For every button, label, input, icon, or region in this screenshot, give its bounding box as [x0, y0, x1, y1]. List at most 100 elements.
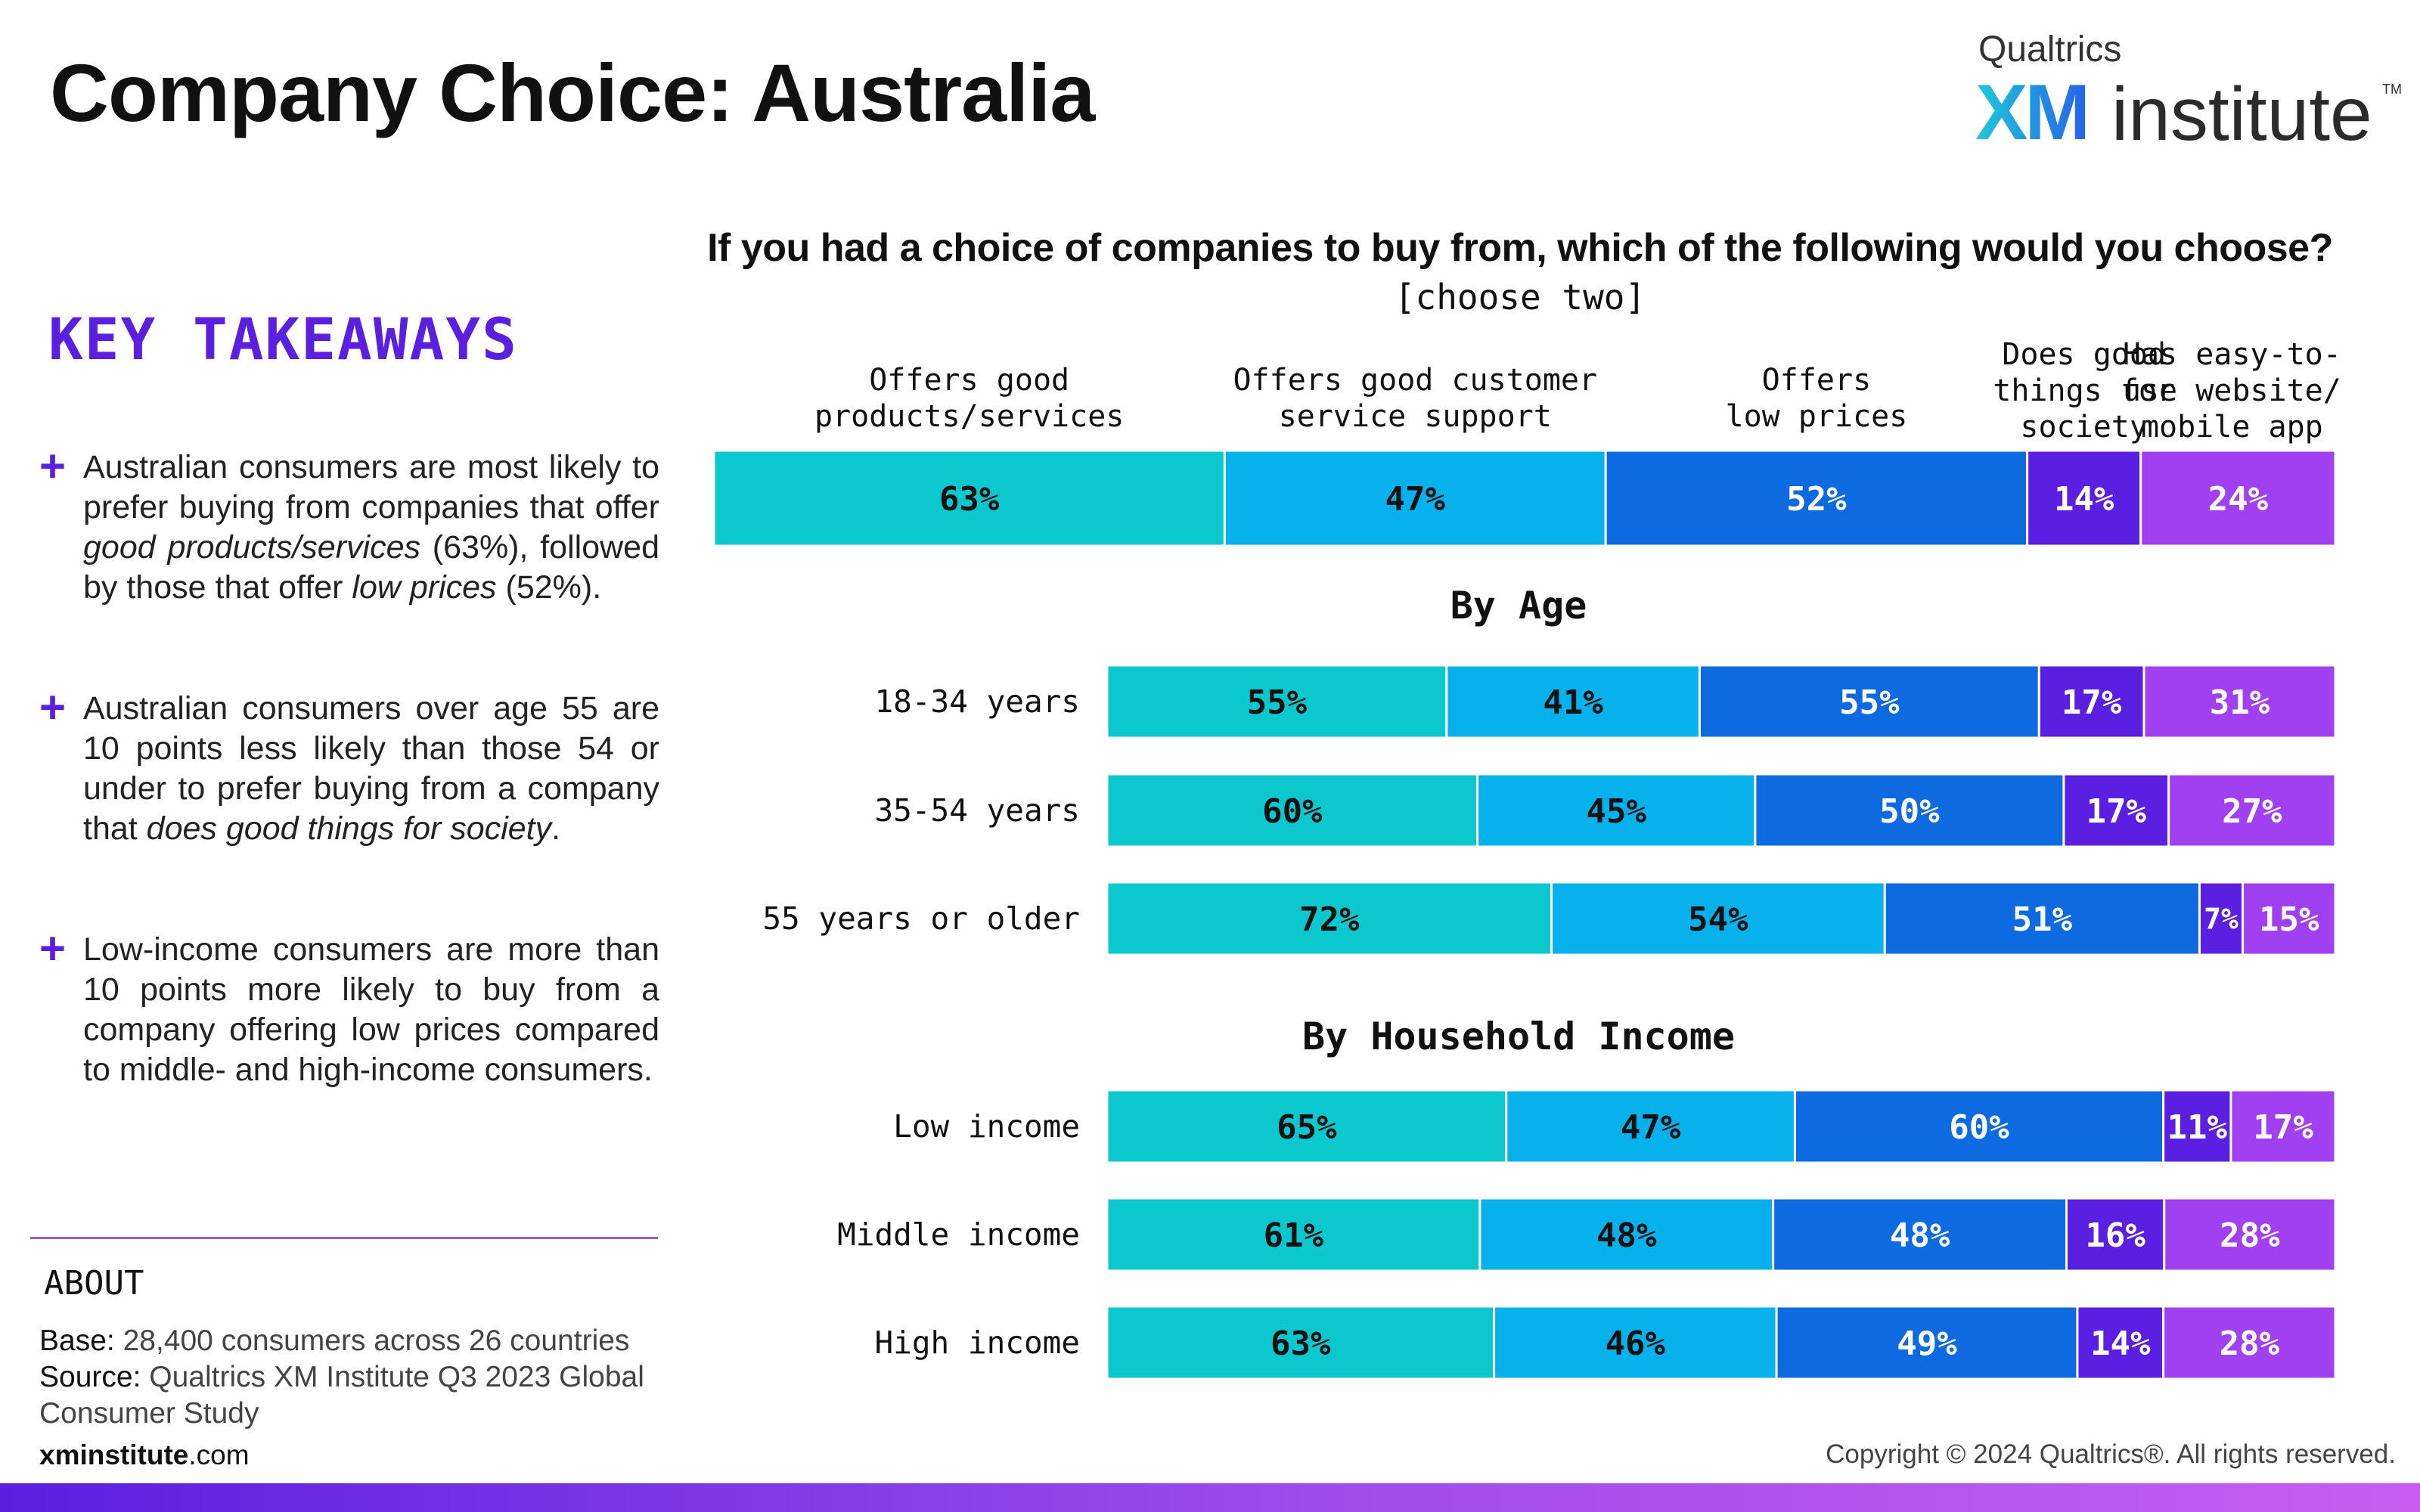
data-label: 17%: [2086, 792, 2147, 831]
page-title: Company Choice: Australia: [50, 47, 1095, 138]
data-label: 7%: [2204, 903, 2238, 936]
bar-segment-g1r3-5: [2242, 881, 2337, 956]
data-label: 11%: [2167, 1108, 2228, 1147]
data-label: 16%: [2085, 1216, 2145, 1255]
bar-segment-g2r2-3: [1772, 1197, 2068, 1272]
row-label: 18-34 years: [874, 683, 1080, 720]
legend-label: Does good: [2002, 337, 2166, 372]
row-label: High income: [874, 1325, 1080, 1361]
legend-label: society: [2020, 410, 2148, 445]
legend-label: Offers: [1762, 363, 1872, 398]
data-label: 54%: [1688, 900, 1748, 939]
bar-segment-g2r1-5: [2229, 1089, 2337, 1164]
plus-icon: +: [39, 682, 67, 733]
legend-label: Offers good customer: [1233, 363, 1597, 398]
bar-segment-g1r1-2: [1445, 664, 1701, 739]
bar-segment-g2r1-1: [1106, 1089, 1508, 1164]
data-label: 52%: [1786, 480, 1847, 519]
group-title: By Age: [1450, 584, 1587, 627]
about-base: Base: 28,400 consumers across 26 countri…: [39, 1325, 630, 1357]
bar-segment-g1r3-2: [1550, 881, 1886, 956]
bar-segment-overall-1: [712, 449, 1226, 547]
data-label: 28%: [2220, 1216, 2280, 1255]
bar-segment-g1r2-4: [2062, 773, 2170, 848]
legend-label: mobile app: [2141, 410, 2323, 445]
data-label: 41%: [1543, 683, 1603, 722]
group-title: By Household Income: [1302, 1015, 1735, 1058]
bar-segment-g2r3-3: [1775, 1305, 2079, 1380]
bar-segment-g2r2-4: [2065, 1197, 2166, 1272]
bar-segment-overall-2: [1223, 449, 1607, 547]
bar-segment-g1r3-3: [1883, 881, 2201, 956]
legend-label: things for: [1993, 373, 2175, 408]
bar-segment-g2r1-3: [1793, 1089, 2165, 1164]
bar-segment-g1r1-1: [1106, 664, 1448, 739]
bar-segment-g2r2-1: [1106, 1197, 1481, 1272]
data-label: 28%: [2220, 1325, 2280, 1363]
data-label: 14%: [2054, 480, 2114, 519]
bar-segment-g1r2-2: [1476, 773, 1757, 848]
legend-label: service support: [1279, 399, 1552, 434]
row-label: 55 years or older: [762, 900, 1080, 937]
about-title: ABOUT: [44, 1264, 144, 1303]
bar-segment-overall-5: [2139, 449, 2337, 547]
data-label: 61%: [1264, 1216, 1324, 1255]
about-source: Source: Qualtrics XM Institute Q3 2023 G…: [39, 1361, 644, 1430]
data-label: 45%: [1587, 792, 1647, 831]
chart-title: If you had a choice of companies to buy …: [707, 226, 2333, 270]
row-label: Middle income: [837, 1216, 1080, 1253]
data-label: 60%: [1262, 792, 1323, 831]
data-label: 50%: [1879, 792, 1940, 831]
row-label: 35-54 years: [874, 792, 1080, 829]
plus-icon: +: [39, 923, 67, 974]
key-takeaways-title: KEY TAKEAWAYS: [48, 305, 518, 373]
bar-segment-g2r3-5: [2162, 1305, 2337, 1380]
logo-word: institute: [2111, 72, 2372, 156]
data-label: 27%: [2222, 792, 2282, 831]
data-label: 72%: [1299, 900, 1360, 939]
bar-segment-g1r2-5: [2167, 773, 2337, 848]
bar-segment-g2r2-5: [2163, 1197, 2337, 1272]
data-label: 14%: [2090, 1325, 2151, 1363]
plus-icon: +: [39, 441, 67, 491]
data-label: 47%: [1385, 480, 1446, 519]
bar-segment-overall-3: [1604, 449, 2029, 547]
data-label: 49%: [1897, 1325, 1957, 1363]
copyright: Copyright © 2024 Qualtrics®. All rights …: [1826, 1439, 2396, 1469]
legend-label: products/services: [814, 399, 1124, 434]
bar-segment-g1r2-3: [1754, 773, 2065, 848]
data-label: 63%: [1270, 1325, 1331, 1363]
data-label: 48%: [1890, 1216, 1950, 1255]
bar-segment-g1r1-5: [2142, 664, 2337, 739]
logo-tm: TM: [2382, 82, 2402, 97]
chart-subtitle: [choose two]: [1394, 277, 1646, 318]
takeaway-text: Australian consumers are most likely to …: [83, 449, 659, 606]
legend-label: low prices: [1726, 399, 1908, 434]
legend-label: Has easy-to-: [2123, 337, 2341, 372]
data-label: 63%: [939, 480, 1000, 519]
data-label: 47%: [1621, 1108, 1681, 1147]
data-label: 65%: [1277, 1108, 1337, 1147]
data-label: 24%: [2208, 480, 2269, 519]
bar-segment-g1r3-4: [2198, 881, 2245, 956]
data-label: 48%: [1596, 1216, 1657, 1255]
data-label: 17%: [2253, 1108, 2313, 1147]
bar-segment-g2r3-2: [1493, 1305, 1778, 1380]
bar-segment-overall-4: [2026, 449, 2142, 547]
takeaway-text: Australian consumers over age 55 are 10 …: [83, 690, 659, 847]
legend-label: use website/: [2123, 373, 2341, 408]
xm-institute-logo: Qualtrics XM institute TM: [1975, 29, 2402, 156]
data-label: 51%: [2012, 900, 2073, 939]
takeaway-text: Low-income consumers are more than 10 po…: [83, 931, 659, 1088]
site-link[interactable]: xminstitute.com: [39, 1439, 250, 1470]
data-label: 55%: [1247, 683, 1308, 722]
about-divider: [30, 1237, 658, 1239]
bar-segment-g2r1-2: [1505, 1089, 1796, 1164]
logo-brand: Qualtrics: [1978, 29, 2122, 70]
data-label: 55%: [1839, 683, 1900, 722]
data-label: 31%: [2210, 683, 2270, 722]
bar-segment-g2r3-4: [2076, 1305, 2165, 1380]
bottom-gradient-bar: [0, 1483, 2420, 1512]
bar-segment-g1r1-3: [1698, 664, 2040, 739]
